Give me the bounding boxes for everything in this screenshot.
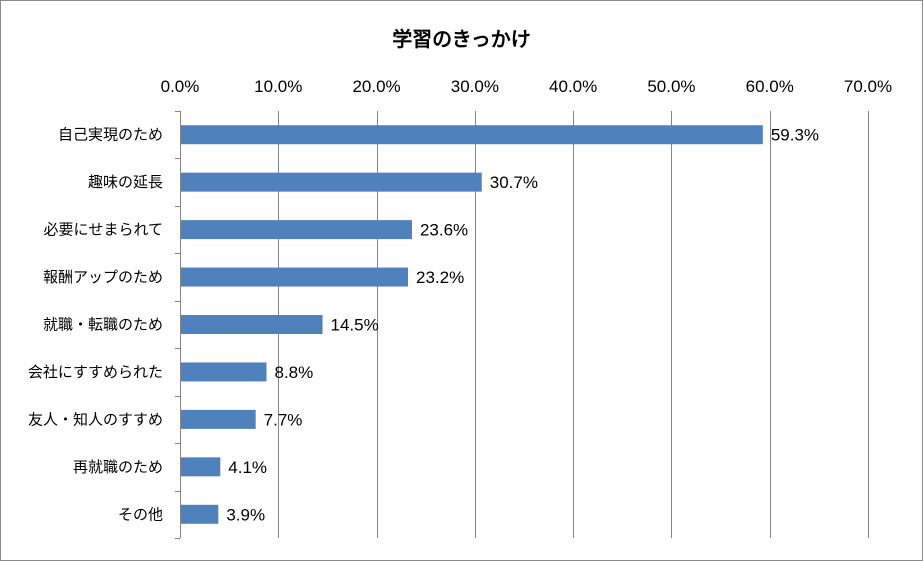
data-label: 30.7% <box>490 173 538 192</box>
category-label: 報酬アップのため <box>43 268 163 286</box>
bar <box>181 267 409 287</box>
bar <box>181 315 323 334</box>
data-label: 8.8% <box>274 363 313 382</box>
x-tick-label: 40.0% <box>549 77 597 96</box>
category-label: 再就職のため <box>73 458 163 476</box>
data-label: 23.2% <box>416 268 464 287</box>
chart-title: 学習のきっかけ <box>392 27 531 51</box>
x-tick-label: 50.0% <box>647 77 695 96</box>
bar <box>181 504 219 524</box>
x-tick-label: 30.0% <box>451 77 499 96</box>
data-label: 14.5% <box>331 316 379 335</box>
data-label: 3.9% <box>226 505 265 524</box>
x-tick-label: 70.0% <box>844 77 892 96</box>
bar <box>181 125 763 145</box>
category-label: 自己実現のため <box>58 126 163 144</box>
x-tick-label: 10.0% <box>254 77 302 96</box>
x-tick-label: 0.0% <box>161 77 200 96</box>
category-label: 趣味の延長 <box>88 173 163 191</box>
data-label: 4.1% <box>228 458 267 477</box>
bar <box>181 172 482 192</box>
bar <box>181 457 221 477</box>
category-label: その他 <box>118 505 163 523</box>
bar <box>181 409 256 429</box>
category-label: 必要にせまられて <box>43 221 163 239</box>
data-label: 23.6% <box>420 221 468 240</box>
x-tick-label: 20.0% <box>352 77 400 96</box>
category-label: 会社にすすめられた <box>28 363 163 381</box>
bar <box>181 220 412 240</box>
bar <box>181 362 267 382</box>
category-label: 就職・転職のため <box>43 316 163 334</box>
x-tick-label: 60.0% <box>746 77 794 96</box>
category-label: 友人・知人のすすめ <box>28 410 163 428</box>
data-label: 59.3% <box>771 126 819 145</box>
data-label: 7.7% <box>264 410 303 429</box>
